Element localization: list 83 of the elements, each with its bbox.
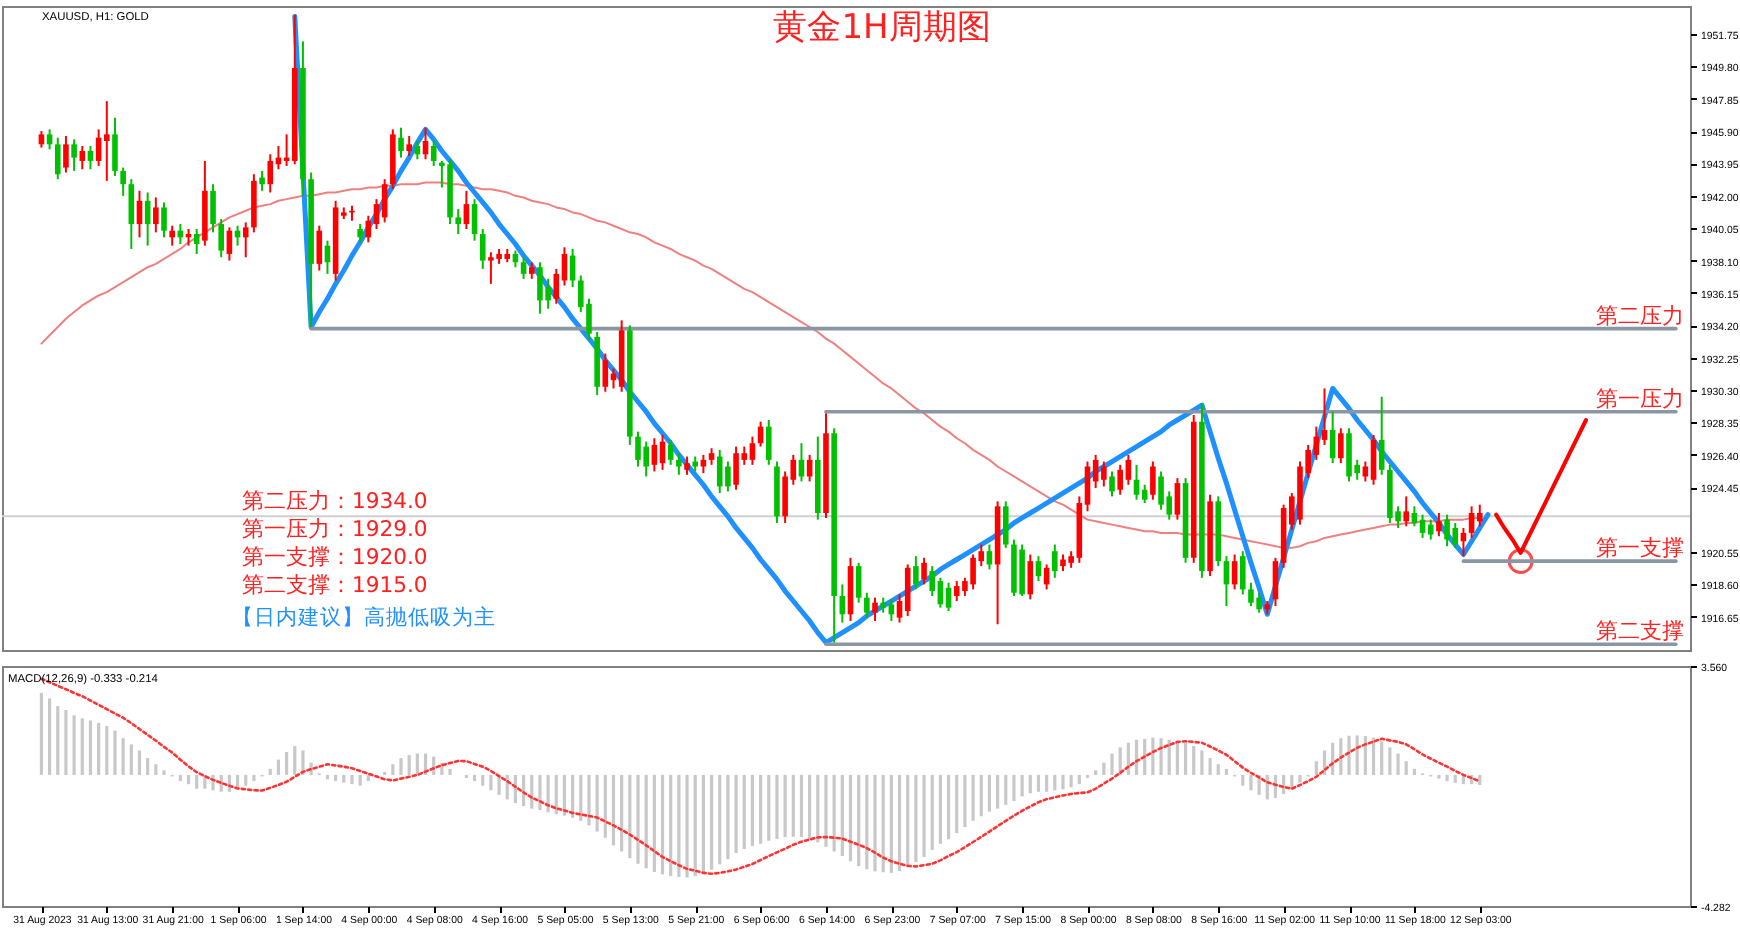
candlestick [953,580,960,603]
candlestick [71,138,77,172]
candlestick [1436,512,1442,538]
candlestick [1109,470,1115,498]
annotation: 第一压力：1929.0 [242,516,428,542]
candlestick [1027,553,1034,601]
candlestick [1444,513,1450,548]
candlestick [1158,470,1164,511]
candlestick [913,555,919,591]
candlestick [488,251,494,285]
candlestick [1150,460,1156,501]
candlestick [1338,427,1344,465]
candlestick [1452,521,1459,549]
candlestick [112,116,118,177]
candlestick [267,153,274,194]
series-label: 第二压力 [1596,302,1684,329]
candlestick [1256,591,1262,614]
candlestick [79,144,86,171]
candlestick [855,561,862,604]
candlestick [929,565,936,598]
candlestick [479,228,486,270]
series-label: 第一支撑 [1596,535,1684,562]
candlestick [169,224,175,247]
series-label: 第一压力 [1596,385,1684,412]
annotation: 第二压力：1934.0 [242,488,428,514]
candlestick [676,452,682,476]
candlestick [153,196,159,234]
annotation: 第二支撑：1915.0 [242,572,428,598]
candlestick [749,435,756,466]
candlestick [725,460,731,493]
candlestick [63,135,69,174]
candlestick [357,223,363,244]
candlestick [602,352,609,393]
candlestick [128,178,135,250]
candlestick [765,419,772,466]
candlestick [667,438,674,466]
candlestick [537,261,543,315]
candlestick [259,169,265,192]
candlestick [104,100,110,182]
annotation: 【日内建议】高抛低吸为主 [232,604,496,630]
candlestick [1239,550,1246,596]
candlestick [864,591,870,619]
candlestick [733,445,739,491]
candlestick [1378,395,1385,476]
candlestick [210,183,216,234]
candlestick [1117,463,1123,496]
candlestick [1370,433,1377,486]
candlestick [970,553,976,591]
candlestick [904,563,911,617]
candlestick [242,221,249,259]
candlestick [218,218,225,259]
line-series [40,181,1481,549]
candlestick [471,198,478,242]
candlestick [251,173,257,234]
candlestick [1476,503,1483,528]
candlestick [161,201,167,239]
candlestick [684,455,690,476]
candlestick [643,440,649,478]
candlestick [1248,581,1254,607]
candlestick [1141,483,1148,505]
candlestick [1019,543,1025,598]
candlestick [716,448,723,495]
candlestick [1403,495,1410,528]
candlestick [872,596,878,622]
candlestick [1052,543,1058,579]
candlestick [398,126,404,159]
candlestick [406,135,412,157]
candlestick [54,136,61,181]
candlestick [120,166,126,197]
candlestick [1101,460,1107,488]
candlestick [520,256,527,280]
candlestick [316,224,323,272]
candlestick [569,247,576,289]
candlestick [1002,500,1009,549]
candlestick [455,208,462,236]
annotation: 第一支撑：1920.0 [242,544,428,570]
candlestick [635,430,641,468]
candlestick [1174,477,1181,521]
series-label: 第二支撑 [1596,618,1684,645]
chart-title: 黄金1H周期图 [773,8,991,48]
candlestick [1427,518,1434,541]
candlestick [921,556,927,586]
candlestick [1346,427,1352,483]
